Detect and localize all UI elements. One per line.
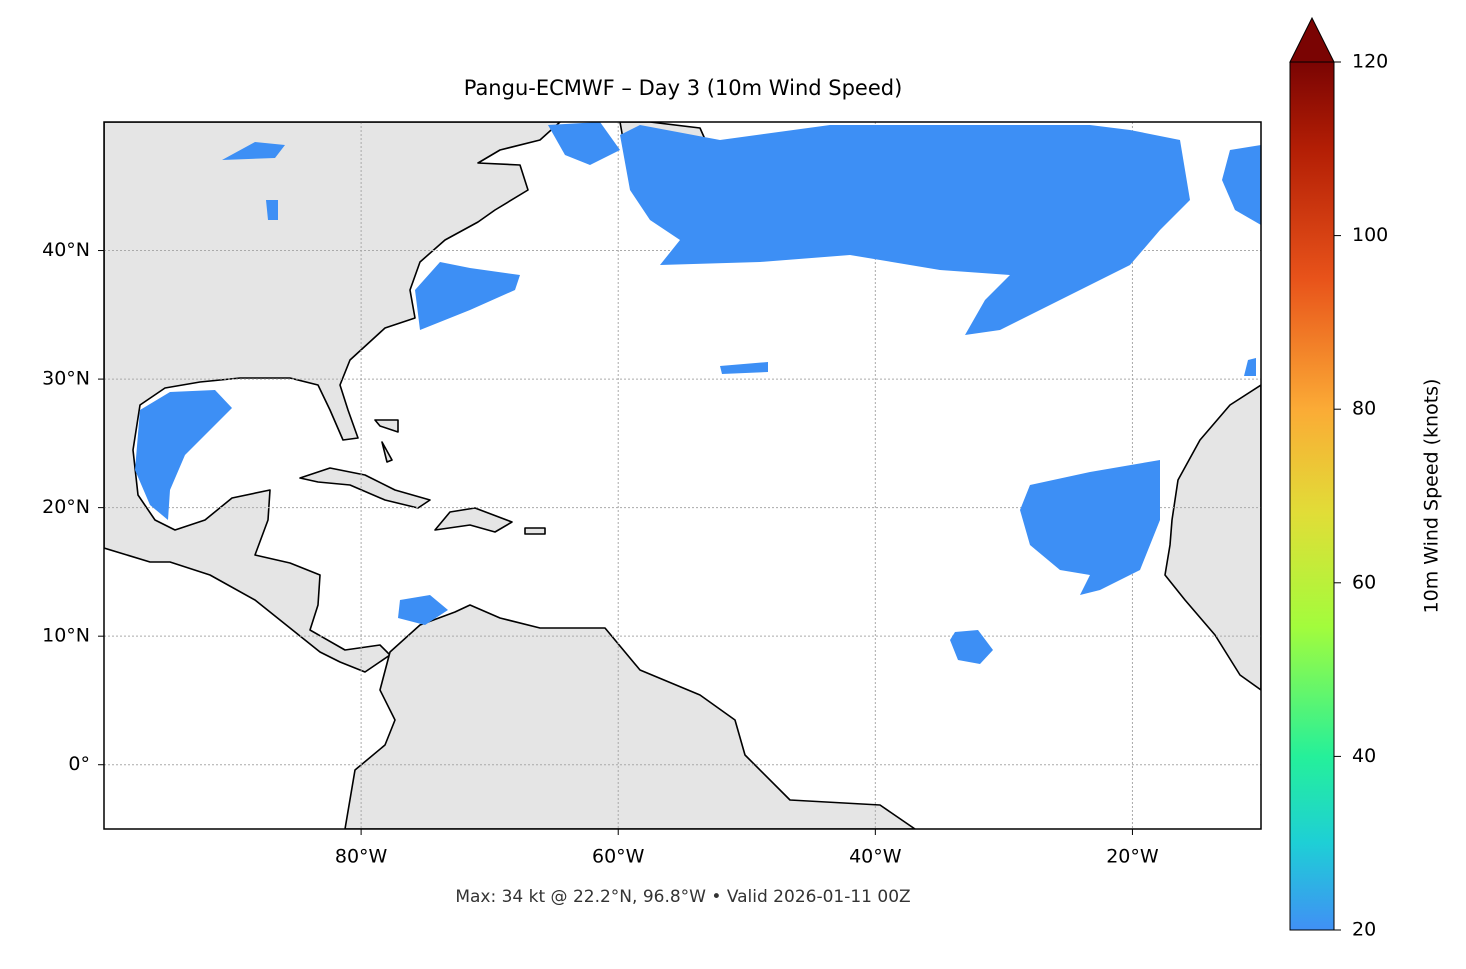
y-tick-label: 30°N [42, 368, 90, 390]
title: Pangu-ECMWF – Day 3 (10m Wind Speed) [464, 76, 903, 100]
colorbar-tick-label: 80 [1352, 398, 1376, 420]
x-tick-label: 40°W [849, 846, 902, 868]
y-tick-label: 10°N [42, 625, 90, 647]
bahamas [374, 419, 399, 463]
x-tick-label: 20°W [1106, 846, 1159, 868]
wind-area [1020, 460, 1160, 595]
colorbar-extend [1289, 16, 1335, 63]
x-tick-label: 60°W [592, 846, 645, 868]
colorbar [1289, 61, 1335, 931]
footnote: Max: 34 kt @ 22.2°N, 96.8°W • Valid 2026… [455, 887, 910, 907]
colorbar-tick-label: 40 [1352, 745, 1376, 767]
y-tick-label: 20°N [42, 496, 90, 518]
cuba [299, 467, 431, 509]
y-tick-label: 40°N [42, 239, 90, 261]
wind-area [620, 125, 1190, 335]
wind-area [548, 122, 620, 165]
wind-area [1222, 145, 1261, 225]
wind-area [398, 595, 448, 625]
y-tick-label: 0° [68, 753, 90, 775]
colorbar-tick-label: 120 [1352, 51, 1388, 73]
map-frame [103, 121, 1262, 830]
x-tick-label: 80°W [335, 846, 388, 868]
wind-area [135, 390, 232, 520]
wind-field [135, 122, 1261, 664]
south-america [344, 604, 916, 829]
map [104, 122, 1261, 829]
colorbar-tick-label: 60 [1352, 571, 1376, 593]
colorbar-tick-label: 100 [1352, 224, 1388, 246]
colorbar-label: 10m Wind Speed (knots) [1421, 379, 1443, 614]
wind-area [950, 630, 993, 664]
hispaniola [434, 507, 513, 533]
wind-area [415, 262, 520, 330]
puerto-rico [524, 527, 546, 535]
colorbar-tick-label: 20 [1352, 919, 1376, 941]
north-america [104, 122, 561, 673]
africa [1164, 384, 1261, 691]
